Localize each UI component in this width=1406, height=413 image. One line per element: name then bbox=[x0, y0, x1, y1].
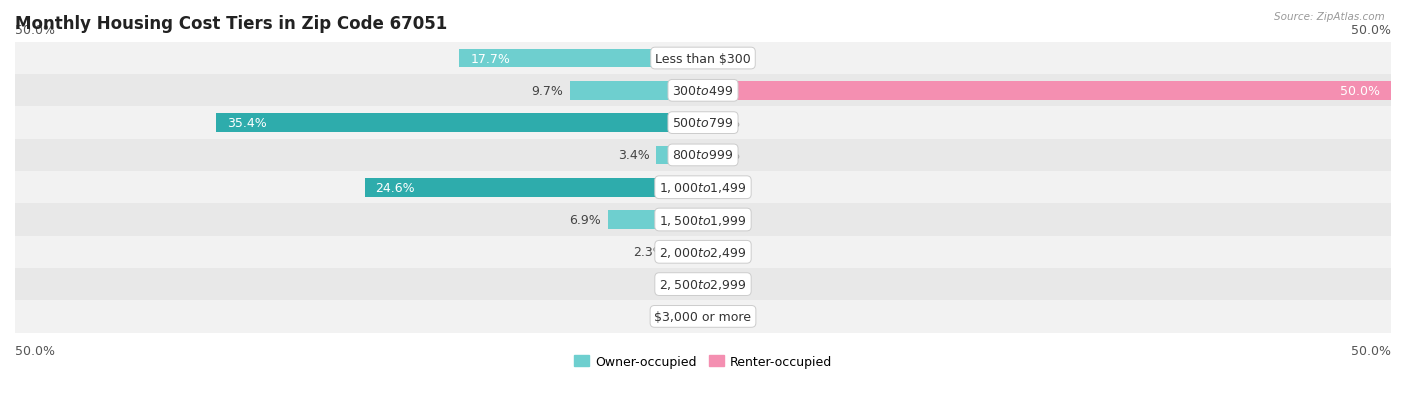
Bar bbox=[657, 146, 703, 165]
Text: $1,500 to $1,999: $1,500 to $1,999 bbox=[659, 213, 747, 227]
Text: 50.0%: 50.0% bbox=[1340, 85, 1381, 97]
Bar bbox=[364, 178, 703, 197]
Text: $500 to $799: $500 to $799 bbox=[672, 117, 734, 130]
Bar bbox=[15, 172, 1391, 204]
Bar bbox=[703, 82, 1391, 100]
Text: $800 to $999: $800 to $999 bbox=[672, 149, 734, 162]
Bar bbox=[15, 107, 1391, 140]
Bar bbox=[460, 50, 703, 68]
Text: 0.0%: 0.0% bbox=[709, 278, 741, 291]
Text: 0.0%: 0.0% bbox=[665, 278, 697, 291]
Text: 0.0%: 0.0% bbox=[665, 310, 697, 323]
Text: Less than $300: Less than $300 bbox=[655, 52, 751, 65]
Bar bbox=[671, 243, 703, 261]
Text: 50.0%: 50.0% bbox=[15, 24, 55, 37]
Text: Monthly Housing Cost Tiers in Zip Code 67051: Monthly Housing Cost Tiers in Zip Code 6… bbox=[15, 15, 447, 33]
Text: 0.0%: 0.0% bbox=[709, 52, 741, 65]
Bar bbox=[15, 75, 1391, 107]
Text: 9.7%: 9.7% bbox=[531, 85, 562, 97]
Text: 0.0%: 0.0% bbox=[709, 310, 741, 323]
Bar bbox=[15, 204, 1391, 236]
Text: $300 to $499: $300 to $499 bbox=[672, 85, 734, 97]
Text: 6.9%: 6.9% bbox=[569, 214, 602, 226]
Text: 0.0%: 0.0% bbox=[709, 214, 741, 226]
Bar bbox=[15, 268, 1391, 301]
Text: 50.0%: 50.0% bbox=[1351, 344, 1391, 357]
Text: 0.0%: 0.0% bbox=[709, 246, 741, 259]
Text: 35.4%: 35.4% bbox=[226, 117, 267, 130]
Text: 0.0%: 0.0% bbox=[709, 181, 741, 194]
Bar bbox=[15, 301, 1391, 333]
Bar bbox=[15, 236, 1391, 268]
Bar bbox=[569, 82, 703, 100]
Text: 0.0%: 0.0% bbox=[709, 149, 741, 162]
Bar bbox=[15, 43, 1391, 75]
Text: 24.6%: 24.6% bbox=[375, 181, 415, 194]
Bar bbox=[607, 211, 703, 229]
Text: $2,500 to $2,999: $2,500 to $2,999 bbox=[659, 278, 747, 292]
Text: $3,000 or more: $3,000 or more bbox=[655, 310, 751, 323]
Text: $1,000 to $1,499: $1,000 to $1,499 bbox=[659, 181, 747, 195]
Text: 50.0%: 50.0% bbox=[1351, 24, 1391, 37]
Text: $2,000 to $2,499: $2,000 to $2,499 bbox=[659, 245, 747, 259]
Text: Source: ZipAtlas.com: Source: ZipAtlas.com bbox=[1274, 12, 1385, 22]
Legend: Owner-occupied, Renter-occupied: Owner-occupied, Renter-occupied bbox=[568, 350, 838, 373]
Text: 17.7%: 17.7% bbox=[471, 52, 510, 65]
Text: 0.0%: 0.0% bbox=[709, 117, 741, 130]
Text: 2.3%: 2.3% bbox=[633, 246, 665, 259]
Text: 50.0%: 50.0% bbox=[15, 344, 55, 357]
Bar bbox=[217, 114, 703, 133]
Bar bbox=[15, 140, 1391, 172]
Text: 3.4%: 3.4% bbox=[617, 149, 650, 162]
